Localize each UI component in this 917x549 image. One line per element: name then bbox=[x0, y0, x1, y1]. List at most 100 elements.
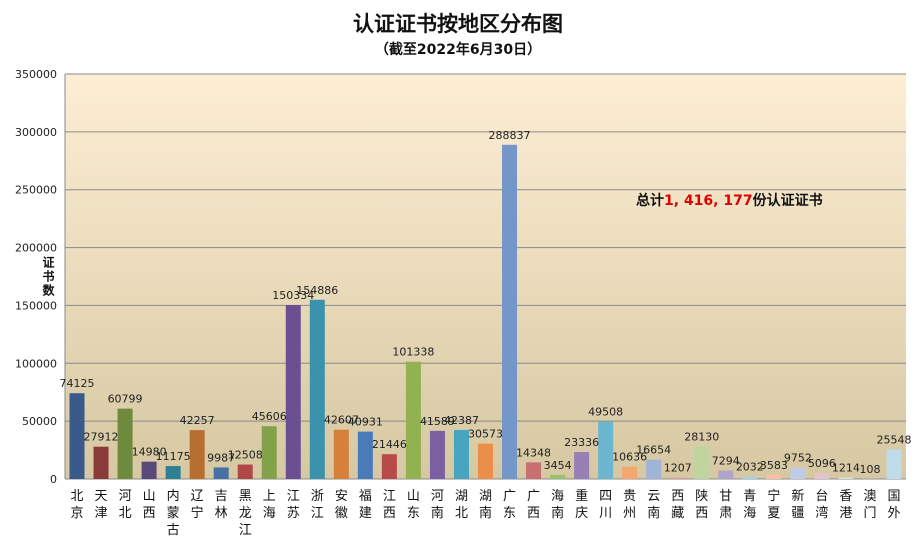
x-tick-label: 苏 bbox=[287, 505, 300, 521]
bar-32 bbox=[838, 477, 854, 479]
x-tick-label: 广 bbox=[527, 489, 540, 504]
x-tick-label: 津 bbox=[95, 506, 108, 521]
data-label: 45606 bbox=[252, 410, 287, 423]
x-tick-label: 林 bbox=[215, 506, 228, 521]
data-label: 11175 bbox=[156, 450, 191, 463]
x-tick-label: 陕 bbox=[695, 489, 708, 504]
x-tick-label: 青 bbox=[743, 489, 756, 504]
x-tick-label: 国 bbox=[887, 489, 900, 504]
x-tick-label: 广 bbox=[503, 489, 516, 504]
total-annotation: 总计1, 416, 177份认证证书 bbox=[636, 192, 823, 209]
x-tick-label: 北 bbox=[455, 506, 468, 521]
bar-10 bbox=[309, 299, 325, 479]
x-tick-label: 黑 bbox=[239, 489, 252, 504]
bar-5 bbox=[189, 430, 205, 479]
x-tick-label: 台 bbox=[815, 489, 828, 504]
x-tick-label: 江 bbox=[383, 489, 396, 504]
data-label: 3583 bbox=[760, 459, 788, 472]
data-label: 1214 bbox=[832, 462, 860, 475]
bar-27 bbox=[718, 470, 734, 479]
chart-subtitle: （截至2022年6月30日） bbox=[375, 41, 541, 58]
data-label: 42257 bbox=[180, 414, 215, 427]
x-tick-label: 浙 bbox=[311, 489, 324, 504]
x-tick-label: 南 bbox=[647, 505, 660, 521]
bar-17 bbox=[478, 443, 493, 479]
bar-16 bbox=[453, 429, 469, 479]
x-tick-label: 蒙 bbox=[167, 506, 180, 521]
x-tick-label: 北 bbox=[71, 489, 84, 504]
x-tick-label: 藏 bbox=[671, 506, 684, 521]
x-tick-label: 西 bbox=[143, 506, 156, 521]
bar-23 bbox=[622, 466, 638, 479]
x-tick-label: 天 bbox=[95, 489, 108, 504]
data-label: 150334 bbox=[272, 289, 314, 302]
x-tick-label: 南 bbox=[479, 505, 492, 521]
bar-31 bbox=[814, 473, 830, 479]
y-tick-label: 50000 bbox=[22, 415, 57, 428]
data-label: 41589 bbox=[420, 415, 455, 428]
data-label: 49508 bbox=[588, 406, 623, 419]
x-tick-label: 徽 bbox=[335, 506, 348, 521]
data-label: 2032 bbox=[736, 461, 764, 474]
plot-area bbox=[65, 74, 906, 479]
x-tick-label: 上 bbox=[263, 489, 276, 504]
x-tick-label: 北 bbox=[119, 506, 132, 521]
x-tick-label: 安 bbox=[335, 489, 348, 504]
bar-12 bbox=[357, 431, 373, 479]
data-label: 154886 bbox=[296, 284, 338, 297]
data-label: 25548 bbox=[876, 433, 911, 446]
x-tick-label: 河 bbox=[119, 489, 132, 504]
x-tick-label: 重 bbox=[575, 488, 588, 504]
y-tick-label: 150000 bbox=[15, 299, 57, 312]
x-tick-label: 吉 bbox=[215, 489, 228, 504]
bar-34 bbox=[886, 449, 902, 479]
x-tick-label: 新 bbox=[791, 488, 804, 504]
bar-0 bbox=[69, 393, 85, 479]
data-label: 30573 bbox=[468, 428, 503, 441]
bar-22 bbox=[598, 421, 614, 479]
bar-24 bbox=[646, 459, 662, 479]
data-label: 9752 bbox=[784, 452, 812, 465]
x-tick-label: 江 bbox=[311, 506, 324, 521]
chart-title: 认证证书按地区分布图 bbox=[353, 12, 563, 36]
bar-26 bbox=[694, 446, 710, 479]
x-tick-label: 京 bbox=[71, 506, 84, 521]
x-tick-label: 门 bbox=[863, 506, 876, 521]
data-label: 1207 bbox=[664, 462, 692, 475]
x-tick-label: 西 bbox=[527, 506, 540, 521]
x-tick-label: 西 bbox=[383, 506, 396, 521]
x-tick-label: 云 bbox=[647, 489, 660, 504]
bar-8 bbox=[261, 426, 277, 479]
x-tick-label: 南 bbox=[431, 505, 444, 521]
bar-20 bbox=[550, 475, 566, 479]
data-label: 21446 bbox=[372, 438, 407, 451]
total-prefix: 总计 bbox=[636, 192, 664, 209]
x-tick-label: 夏 bbox=[767, 506, 780, 521]
data-label: 5096 bbox=[808, 457, 836, 470]
bar-6 bbox=[213, 467, 229, 479]
bar-19 bbox=[526, 462, 542, 479]
x-tick-label: 南 bbox=[551, 505, 564, 521]
x-tick-label: 龙 bbox=[239, 506, 252, 521]
x-tick-label: 内 bbox=[167, 488, 180, 504]
x-tick-label: 疆 bbox=[791, 506, 804, 521]
y-tick-label: 0 bbox=[50, 473, 57, 486]
x-tick-label: 西 bbox=[671, 489, 684, 504]
data-label: 23336 bbox=[564, 436, 599, 449]
x-tick-label: 四 bbox=[599, 489, 612, 504]
x-tick-label: 外 bbox=[887, 506, 900, 521]
data-label: 9987 bbox=[207, 451, 235, 464]
y-axis-label: 证书数 bbox=[41, 256, 55, 298]
data-label: 108 bbox=[859, 463, 880, 476]
x-tick-label: 川 bbox=[599, 506, 612, 521]
x-tick-label: 福 bbox=[359, 489, 372, 504]
bar-13 bbox=[381, 454, 397, 479]
bar-15 bbox=[429, 430, 445, 479]
x-tick-label: 西 bbox=[695, 506, 708, 521]
x-tick-label: 湖 bbox=[455, 489, 468, 504]
bar-21 bbox=[574, 451, 590, 479]
bar-29 bbox=[766, 474, 782, 479]
data-label: 7294 bbox=[712, 455, 740, 468]
bar-4 bbox=[165, 466, 181, 479]
